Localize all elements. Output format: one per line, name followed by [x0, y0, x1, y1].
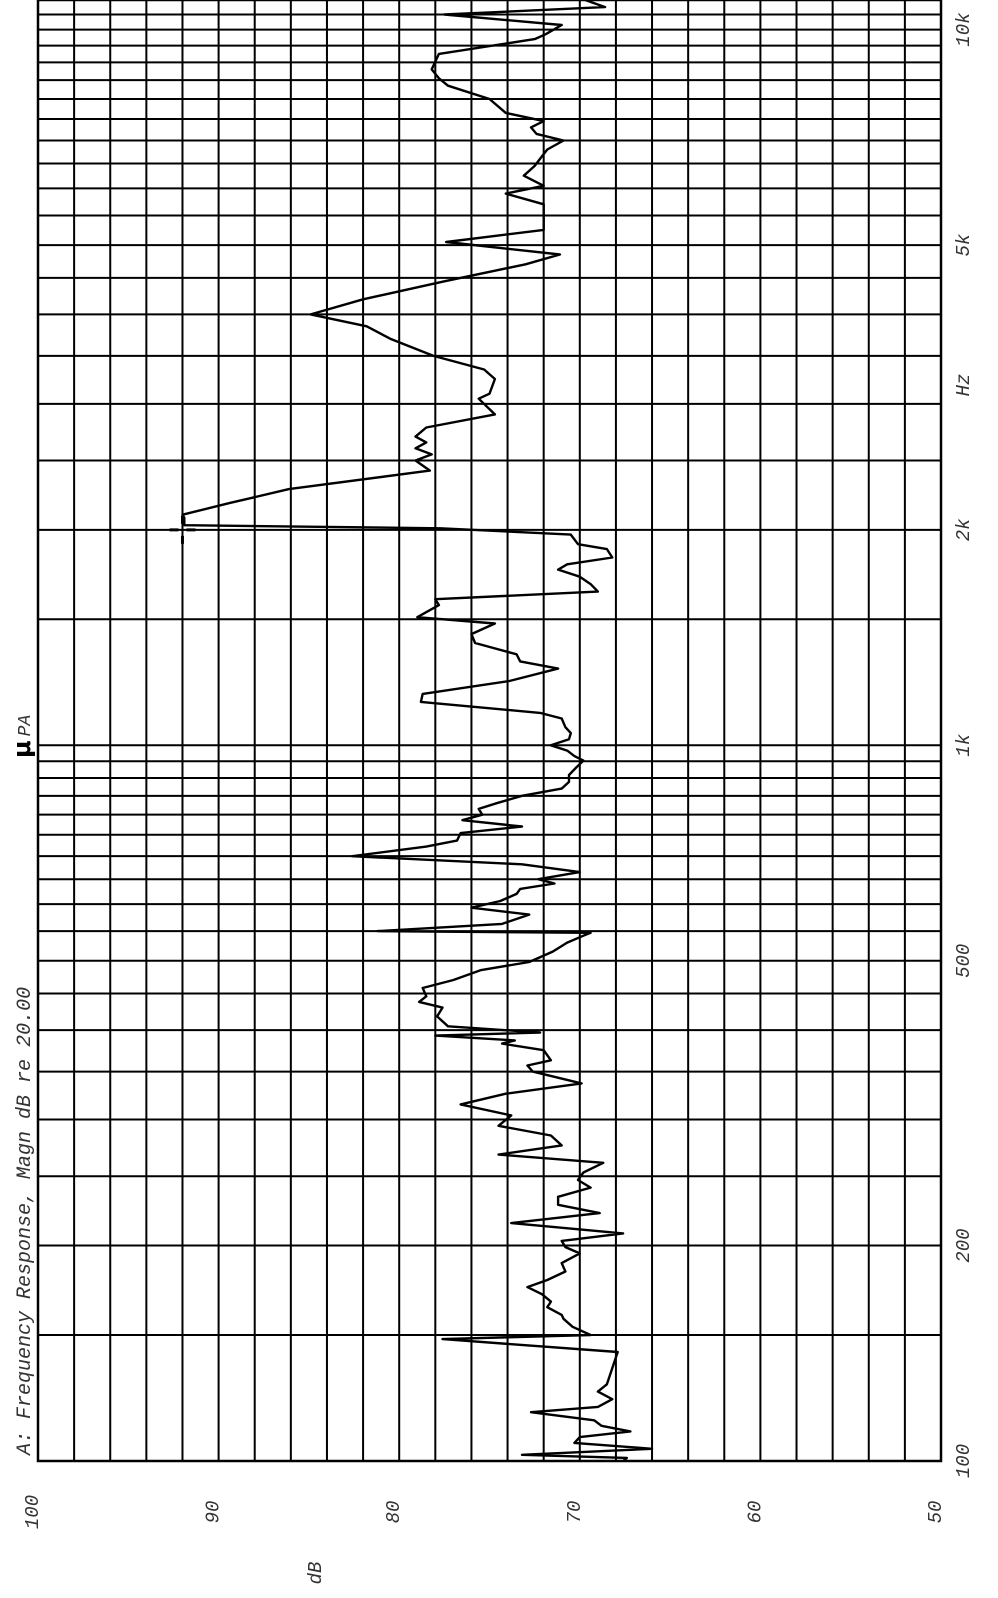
y-tick-label: 80	[383, 1501, 405, 1524]
y-tick-label: 100	[22, 1495, 44, 1529]
y-axis-label: dB	[305, 1562, 327, 1585]
chart-grid	[37, 0, 942, 1462]
y-tick-labels: 100 90 80 70 60 50	[22, 1495, 947, 1529]
cursor-marker	[169, 515, 196, 544]
x-tick-label: 200	[953, 1228, 975, 1262]
x-tick-label: 1k	[953, 733, 975, 756]
x-tick-label: 10k	[953, 12, 975, 47]
chart-title: A: Frequency Response, Magn dB re 20.00	[14, 987, 37, 1457]
plot-frame	[36, 0, 943, 1463]
x-tick-label: 2k	[953, 518, 975, 541]
y-tick-label: 90	[203, 1501, 225, 1524]
y-tick-label: 50	[925, 1501, 947, 1524]
x-tick-label: 500	[953, 944, 975, 978]
title-unit-suffix: PA	[16, 715, 36, 737]
x-tick-label: 100	[953, 1444, 975, 1478]
y-tick-label: 70	[564, 1501, 586, 1524]
x-tick-labels: 100 200 500 1k 2k 5k 10k	[953, 12, 975, 1478]
frequency-response-trace	[181, 0, 654, 1462]
x-axis-label: Hz	[953, 374, 975, 397]
y-tick-label: 60	[744, 1501, 766, 1524]
chart-title-unit: μ PA	[8, 715, 36, 758]
x-tick-label: 5k	[953, 233, 975, 256]
micro-symbol: μ	[8, 740, 36, 758]
